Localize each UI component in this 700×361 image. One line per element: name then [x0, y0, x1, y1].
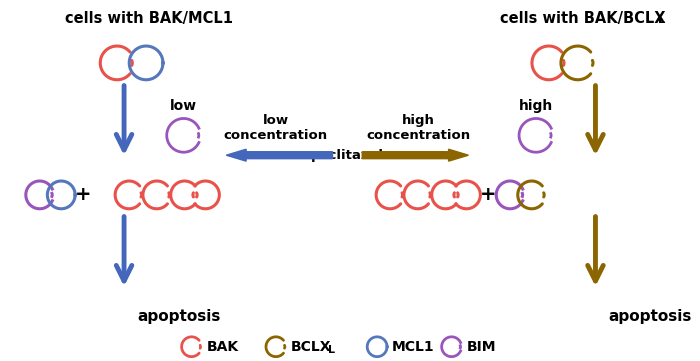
Text: high: high	[519, 99, 553, 113]
Text: +: +	[75, 186, 91, 204]
Text: apoptosis: apoptosis	[137, 309, 220, 324]
Text: L: L	[659, 15, 666, 25]
Text: cells with BAK/BCLX: cells with BAK/BCLX	[500, 11, 665, 26]
Text: low
concentration: low concentration	[224, 114, 328, 142]
FancyArrow shape	[226, 149, 332, 161]
Text: L: L	[328, 345, 335, 355]
Text: apoptosis: apoptosis	[608, 309, 692, 324]
Text: high
concentration: high concentration	[367, 114, 471, 142]
Text: +: +	[480, 186, 496, 204]
Text: cells with BAK/MCL1: cells with BAK/MCL1	[65, 11, 233, 26]
Text: paclitaxel: paclitaxel	[311, 149, 384, 162]
Text: BAK: BAK	[206, 340, 239, 354]
Text: BCLX: BCLX	[290, 340, 331, 354]
Text: BIM: BIM	[466, 340, 496, 354]
FancyArrow shape	[362, 149, 468, 161]
Text: MCL1: MCL1	[392, 340, 435, 354]
Text: low: low	[170, 99, 197, 113]
